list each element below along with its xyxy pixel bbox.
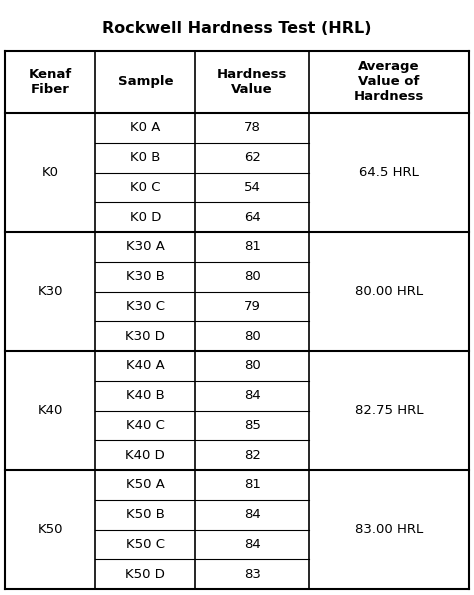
Text: Rockwell Hardness Test (HRL): Rockwell Hardness Test (HRL) (102, 21, 372, 36)
Text: K0 D: K0 D (129, 211, 161, 224)
Text: K0 B: K0 B (130, 151, 160, 164)
Text: Kenaf
Fiber: Kenaf Fiber (28, 68, 72, 96)
Text: 84: 84 (244, 538, 261, 551)
Text: 78: 78 (244, 121, 261, 134)
Text: Sample: Sample (118, 76, 173, 88)
Text: K0: K0 (42, 166, 58, 179)
Text: 82.75 HRL: 82.75 HRL (355, 404, 423, 417)
Text: 80: 80 (244, 270, 261, 283)
Text: Average
Value of
Hardness: Average Value of Hardness (354, 60, 424, 104)
Text: 85: 85 (244, 419, 261, 432)
Text: K50 C: K50 C (126, 538, 165, 551)
Text: K50: K50 (37, 523, 63, 536)
Text: 64.5 HRL: 64.5 HRL (359, 166, 419, 179)
Text: K40 B: K40 B (126, 389, 164, 402)
Text: K30 A: K30 A (126, 240, 164, 253)
Text: 54: 54 (244, 181, 261, 194)
Text: K40 A: K40 A (126, 359, 164, 372)
Text: 80: 80 (244, 330, 261, 343)
Text: 81: 81 (244, 240, 261, 253)
Text: 82: 82 (244, 449, 261, 462)
Text: 83.00 HRL: 83.00 HRL (355, 523, 423, 536)
Text: 64: 64 (244, 211, 261, 224)
Text: K30 D: K30 D (125, 330, 165, 343)
Text: 62: 62 (244, 151, 261, 164)
Text: K40 C: K40 C (126, 419, 164, 432)
Text: K0 A: K0 A (130, 121, 160, 134)
Text: 84: 84 (244, 389, 261, 402)
Text: K50 B: K50 B (126, 508, 164, 521)
Text: K30 B: K30 B (126, 270, 164, 283)
Text: K0 C: K0 C (130, 181, 161, 194)
Text: 80.00 HRL: 80.00 HRL (355, 285, 423, 298)
Text: K40 D: K40 D (126, 449, 165, 462)
Text: K30 C: K30 C (126, 300, 165, 313)
Text: K50 D: K50 D (125, 568, 165, 581)
Text: 81: 81 (244, 478, 261, 491)
Text: K30: K30 (37, 285, 63, 298)
Text: Hardness
Value: Hardness Value (217, 68, 287, 96)
Text: K50 A: K50 A (126, 478, 164, 491)
Text: 79: 79 (244, 300, 261, 313)
Text: 80: 80 (244, 359, 261, 372)
Text: 83: 83 (244, 568, 261, 581)
Text: K40: K40 (37, 404, 63, 417)
Text: 84: 84 (244, 508, 261, 521)
